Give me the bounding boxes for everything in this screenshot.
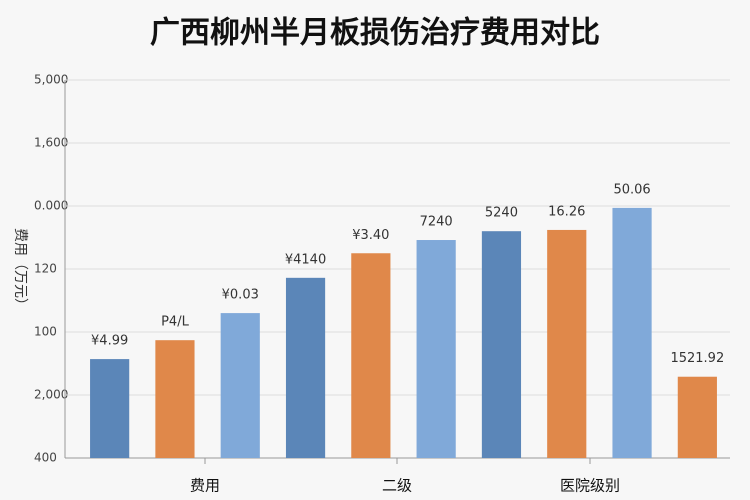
value-label: 1521.92 bbox=[670, 351, 724, 366]
value-label: P4/L bbox=[161, 315, 189, 330]
value-label: ¥0.03 bbox=[222, 288, 259, 303]
bar bbox=[351, 253, 391, 458]
y-tick-label: 120 bbox=[34, 262, 57, 276]
value-label: 50.06 bbox=[613, 182, 650, 197]
y-tick-label: 2,000 bbox=[34, 388, 68, 402]
bar bbox=[612, 207, 652, 458]
value-label: ¥3.40 bbox=[352, 228, 389, 243]
y-tick-label: 5,000 bbox=[34, 73, 68, 87]
x-group-label: 医院级别 bbox=[560, 477, 620, 495]
x-group-label: 费用 bbox=[190, 477, 220, 495]
y-tick-label: 400 bbox=[34, 451, 57, 465]
chart-title: 广西柳州半月板损伤治疗费用对比 bbox=[150, 16, 600, 51]
value-label: 7240 bbox=[420, 215, 453, 230]
value-label: ¥4.99 bbox=[91, 334, 128, 349]
bar bbox=[90, 359, 130, 458]
value-label: ¥4140 bbox=[285, 252, 326, 267]
bar bbox=[677, 376, 717, 458]
value-label: 16.26 bbox=[548, 204, 585, 219]
value-label: 5240 bbox=[485, 206, 518, 221]
y-tick-label: 0.000 bbox=[34, 199, 68, 213]
y-tick-label: 100 bbox=[34, 325, 57, 339]
bar bbox=[481, 231, 522, 458]
y-axis-label: 费用（万元） bbox=[12, 228, 28, 312]
y-tick-label: 1,600 bbox=[34, 136, 68, 150]
bar bbox=[416, 240, 456, 458]
bar bbox=[547, 229, 587, 458]
bar bbox=[220, 313, 260, 458]
bar bbox=[155, 340, 195, 458]
x-group-label: 二级 bbox=[382, 477, 412, 495]
bar bbox=[285, 277, 326, 458]
